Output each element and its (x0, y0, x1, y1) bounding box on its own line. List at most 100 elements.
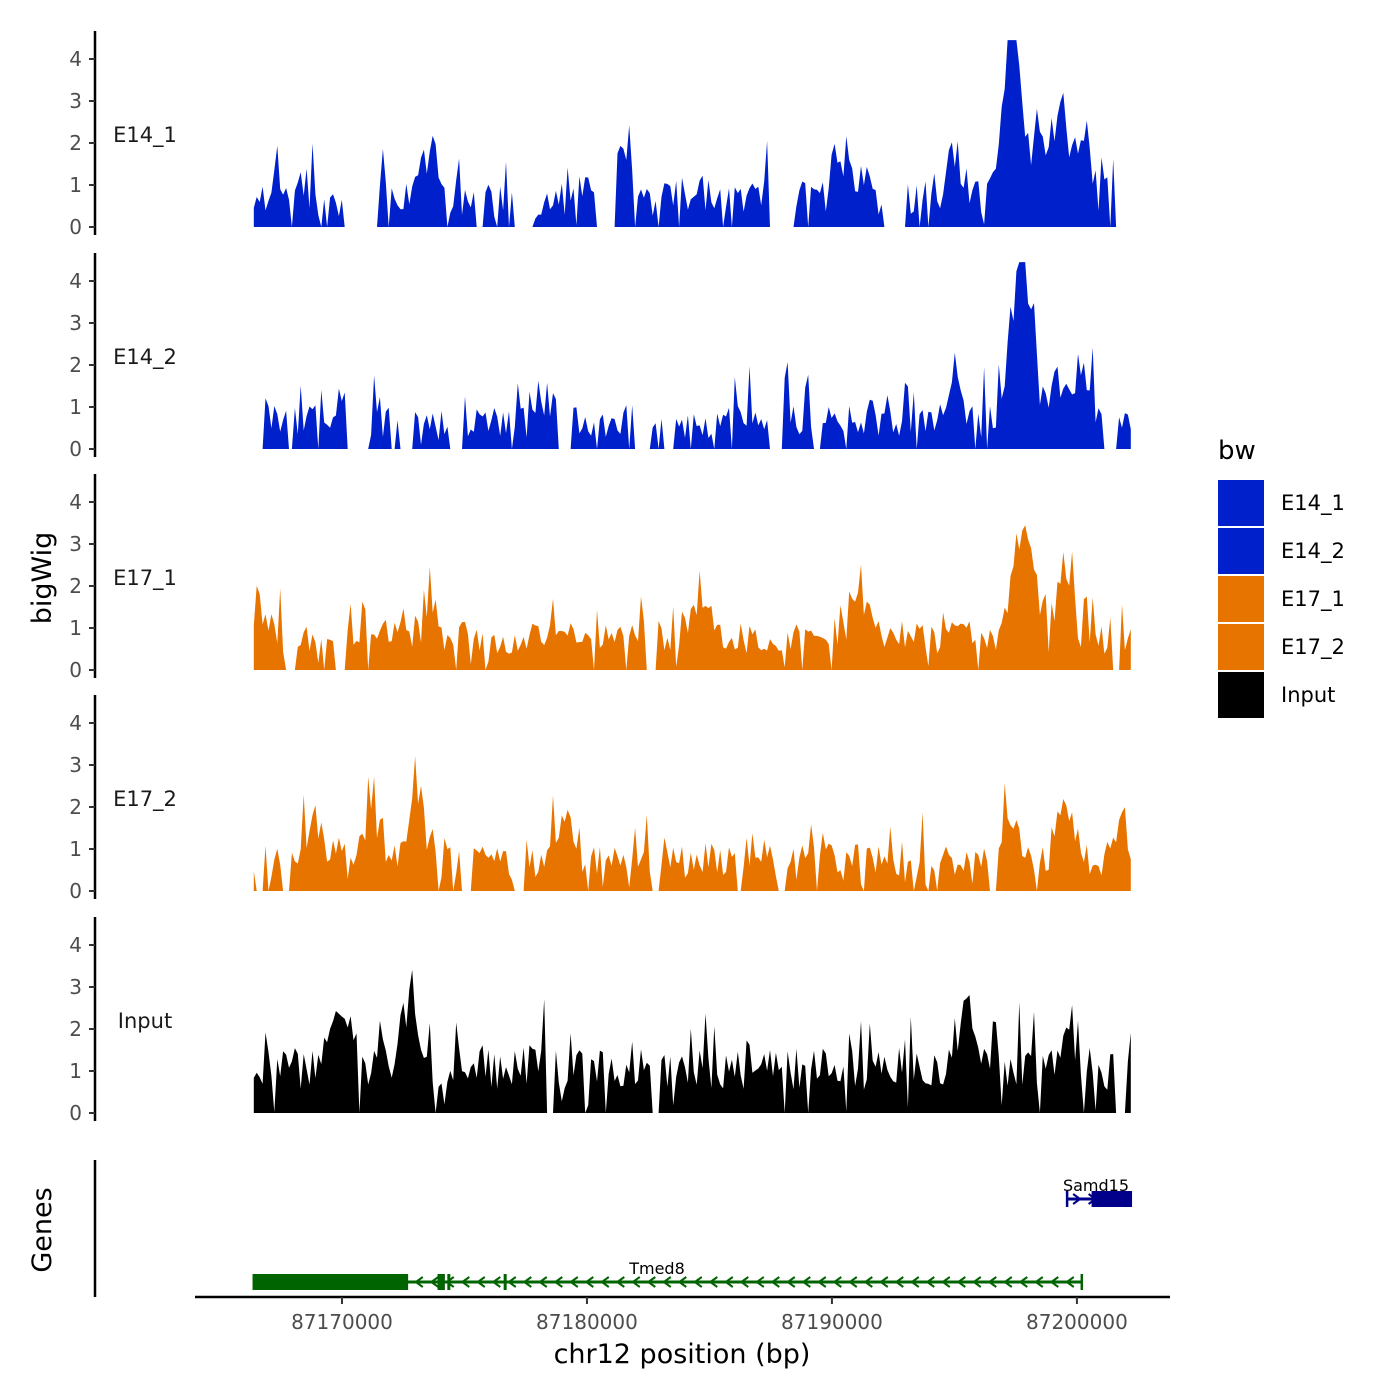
strand-arrow-icon (987, 1276, 997, 1288)
legend-swatch-e17-2 (1218, 624, 1264, 670)
strand-arrow-icon (646, 1276, 656, 1288)
y-tick-label: 3 (69, 89, 82, 113)
legend-swatch-e14-1 (1218, 480, 1264, 526)
strand-arrow-icon (848, 1276, 858, 1288)
strand-arrow-icon (801, 1276, 811, 1288)
strand-arrow-icon (631, 1276, 641, 1288)
y-tick-label: 4 (69, 47, 82, 71)
strand-arrow-icon (910, 1276, 920, 1288)
strand-arrow-icon (708, 1276, 718, 1288)
strand-arrow-icon (1018, 1276, 1028, 1288)
legend-entry-e14-1: E14_1 (1218, 480, 1345, 526)
strand-arrow-icon (414, 1276, 424, 1288)
legend-entry-e17-2: E17_2 (1218, 624, 1345, 670)
track-label-e17-1: E17_1 (113, 566, 177, 591)
strand-arrow-icon (832, 1276, 842, 1288)
gene-label-tmed8: Tmed8 (628, 1259, 685, 1278)
strand-arrow-icon (491, 1276, 501, 1288)
strand-arrow-icon (569, 1276, 579, 1288)
strand-arrow-icon (429, 1276, 439, 1288)
signal-area-e14-2 (253, 262, 1131, 449)
strand-arrow-icon (1049, 1276, 1059, 1288)
strand-arrow-icon (538, 1276, 548, 1288)
legend-label-e17-1: E17_1 (1281, 587, 1345, 612)
legend-swatch-e14-2 (1218, 528, 1264, 574)
y-tick-label: 4 (69, 269, 82, 293)
strand-arrow-icon (553, 1276, 563, 1288)
strand-arrow-icon (1065, 1276, 1075, 1288)
y-tick-label: 1 (69, 395, 82, 419)
y-tick-label: 2 (69, 131, 82, 155)
strand-arrow-icon (693, 1276, 703, 1288)
strand-arrow-icon (739, 1276, 749, 1288)
signal-area-input (253, 969, 1131, 1113)
legend-label-input: Input (1281, 683, 1335, 707)
strand-arrow-icon (817, 1276, 827, 1288)
y-tick-label: 2 (69, 353, 82, 377)
y-tick-label: 2 (69, 795, 82, 819)
x-axis-title: chr12 position (bp) (554, 1339, 811, 1370)
legend-label-e14-1: E14_1 (1281, 491, 1345, 516)
x-axis: 87170000 87180000 87190000 87200000 (195, 1295, 1170, 1334)
track-panel-e14-1: 0 1 2 3 4 E14_1 (69, 31, 1131, 239)
x-tick-label: 87190000 (781, 1310, 883, 1334)
legend-label-e17-2: E17_2 (1281, 635, 1345, 660)
y-tick-label: 1 (69, 173, 82, 197)
legend-title: bw (1218, 436, 1256, 466)
gene-label-samd15: Samd15 (1063, 1176, 1129, 1195)
y-tick-label: 2 (69, 1017, 82, 1041)
track-label-e14-2: E14_2 (113, 345, 177, 370)
legend-swatch-e17-1 (1218, 576, 1264, 622)
y-axis-title: bigWig (27, 532, 58, 625)
y-tick-label: 1 (69, 837, 82, 861)
y-tick-label: 0 (69, 1101, 82, 1125)
genes-panel-title: Genes (27, 1187, 58, 1272)
gene-exon (503, 1274, 507, 1290)
y-tick-label: 4 (69, 711, 82, 735)
strand-arrow-icon (724, 1276, 734, 1288)
strand-arrow-icon (476, 1276, 486, 1288)
track-panel-input: 0 1 2 3 4 Input (69, 917, 1131, 1125)
strand-arrow-icon (755, 1276, 765, 1288)
track-label-e17-2: E17_2 (113, 787, 177, 812)
signal-area-e14-1 (253, 40, 1131, 227)
y-tick-label: 1 (69, 616, 82, 640)
y-tick-label: 0 (69, 658, 82, 682)
strand-arrow-icon (445, 1276, 455, 1288)
strand-arrow-icon (1072, 1193, 1082, 1205)
strand-arrow-icon (894, 1276, 904, 1288)
track-panel-e17-1: 0 1 2 3 4 E17_1 (69, 474, 1131, 682)
strand-arrow-icon (522, 1276, 532, 1288)
legend-label-e14-2: E14_2 (1281, 539, 1345, 564)
legend: bw E14_1 E14_2 E17_1 E17_2 Input (1218, 436, 1345, 718)
signal-area-e17-1 (253, 525, 1131, 670)
y-tick-label: 3 (69, 975, 82, 999)
gene-exon (1091, 1191, 1131, 1207)
gene-exon (447, 1274, 451, 1290)
legend-entry-e17-1: E17_1 (1218, 576, 1345, 622)
track-panel-e17-2: 0 1 2 3 4 E17_2 (69, 695, 1131, 903)
track-panel-e14-2: 0 1 2 3 4 E14_2 (69, 253, 1131, 461)
strand-arrow-icon (460, 1276, 470, 1288)
gene-tmed8: Tmed8 (252, 1259, 1084, 1290)
strand-arrow-icon (507, 1276, 517, 1288)
gene-samd15: Samd15 (1063, 1176, 1133, 1207)
strand-arrow-icon (770, 1276, 780, 1288)
y-tick-label: 3 (69, 532, 82, 556)
y-tick-label: 0 (69, 215, 82, 239)
y-tick-label: 4 (69, 490, 82, 514)
legend-entry-input: Input (1218, 672, 1335, 718)
x-tick-label: 87180000 (536, 1310, 638, 1334)
y-tick-label: 1 (69, 1059, 82, 1083)
strand-arrow-icon (956, 1276, 966, 1288)
y-tick-label: 3 (69, 311, 82, 335)
strand-arrow-icon (972, 1276, 982, 1288)
strand-arrow-icon (1003, 1276, 1013, 1288)
gene-exon (437, 1274, 445, 1290)
gene-exon (253, 1274, 409, 1290)
legend-swatch-input (1218, 672, 1264, 718)
strand-arrow-icon (879, 1276, 889, 1288)
strand-arrow-icon (677, 1276, 687, 1288)
strand-arrow-icon (786, 1276, 796, 1288)
